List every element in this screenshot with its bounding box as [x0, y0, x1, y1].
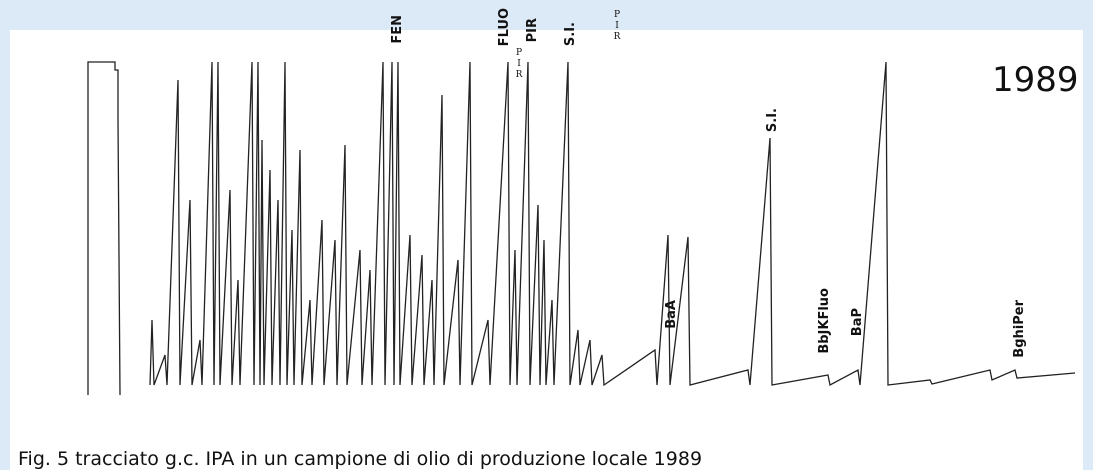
year: 1989: [992, 60, 1079, 100]
peak-label: PIR: [514, 48, 524, 81]
peak-label: S.I.: [563, 22, 578, 47]
peak-label: BbJKFluo: [817, 288, 832, 354]
peak-label: BaA: [664, 300, 679, 329]
peak-label: PIR: [612, 10, 622, 43]
trace: [87, 61, 1076, 396]
peak-label: FEN: [390, 15, 405, 44]
peak-label: FLUO: [497, 8, 512, 47]
peak-label: BaP: [850, 308, 865, 337]
peak-label: BghiPer: [1012, 300, 1027, 358]
caption: Fig. 5 tracciato g.c. IPA in un campione…: [18, 448, 703, 470]
peak-label: S.I.: [765, 108, 780, 133]
peak-label: PIR: [525, 18, 540, 43]
figure-panel: [10, 30, 1083, 470]
